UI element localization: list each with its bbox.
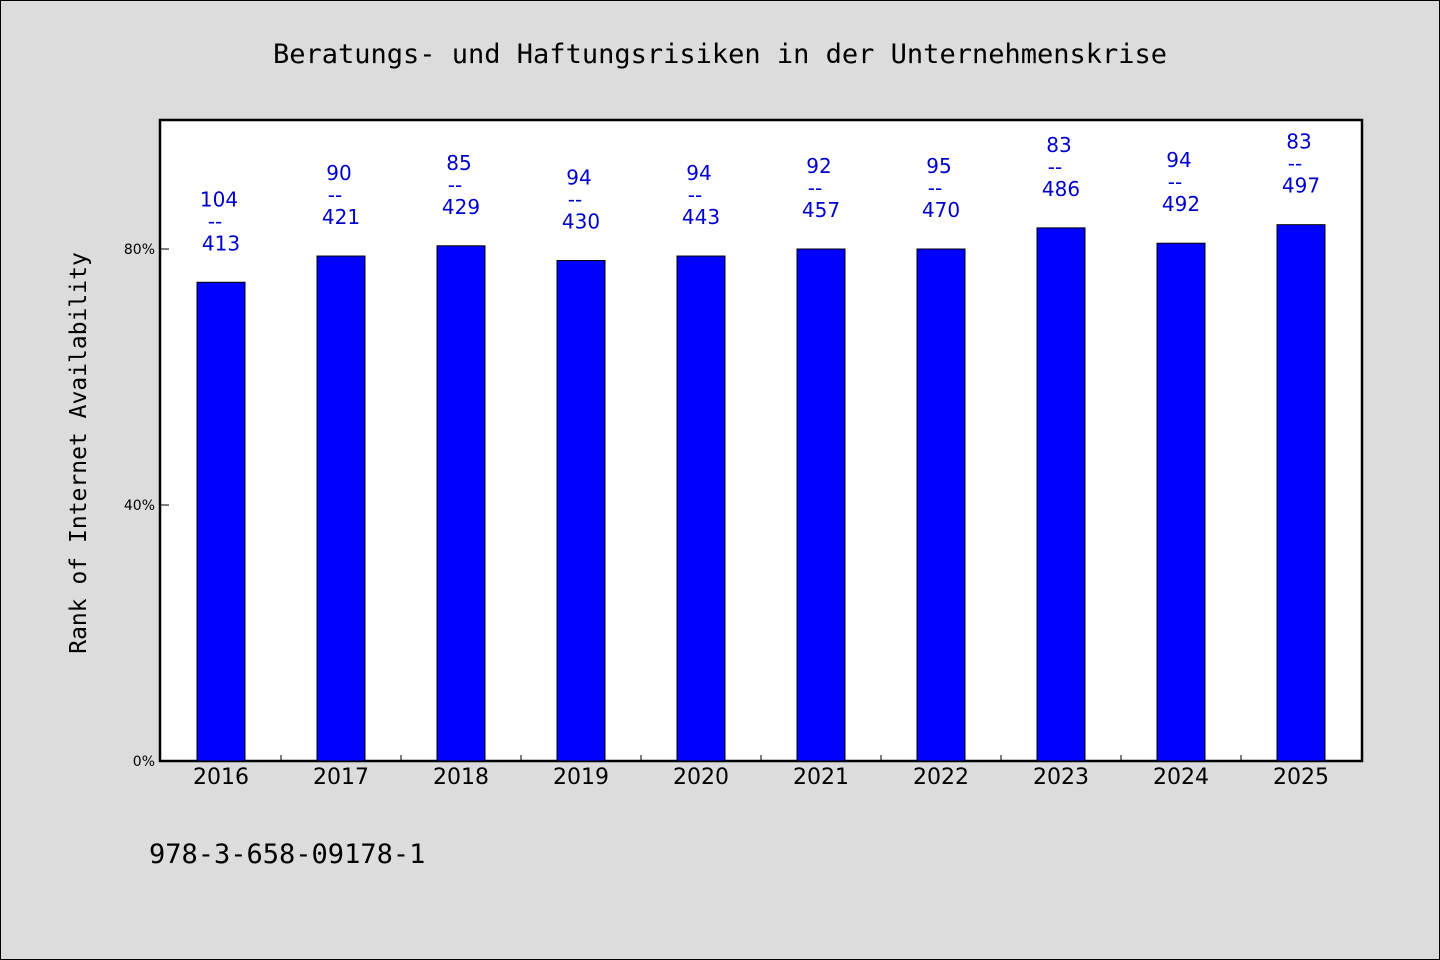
data-label-separator: -- (1288, 152, 1302, 176)
data-label-numerator: 94 (566, 166, 591, 190)
x-tick-label: 2020 (673, 765, 729, 790)
data-label-numerator: 90 (326, 161, 351, 185)
x-tick-label: 2021 (793, 765, 849, 790)
data-label-denominator: 457 (802, 198, 840, 222)
bar-2021 (796, 248, 846, 762)
data-label-separator: -- (448, 173, 462, 197)
data-label-denominator: 413 (202, 231, 240, 255)
x-tick-label: 2024 (1153, 765, 1209, 790)
data-label-separator: -- (688, 183, 702, 207)
bars-group (196, 224, 1326, 762)
bar-2025 (1276, 224, 1326, 762)
y-axis-label: Rank of Internet Availability (66, 252, 92, 654)
data-label-numerator: 94 (686, 161, 711, 185)
data-labels: 104--41390--42185--42994--43094--44392--… (200, 130, 1320, 256)
data-label-denominator: 421 (322, 205, 360, 229)
data-label-numerator: 85 (446, 151, 471, 175)
data-label-denominator: 492 (1162, 192, 1200, 216)
bar-2019 (556, 260, 606, 762)
bar-2016 (196, 281, 246, 762)
data-label-separator: -- (1048, 155, 1062, 179)
y-axis-ticks: 0% 40% 80% (124, 242, 169, 770)
data-label-separator: -- (808, 176, 822, 200)
x-tick-label: 2016 (193, 765, 249, 790)
bar-2020 (676, 255, 726, 762)
bar-2017 (316, 255, 366, 762)
data-label-numerator: 92 (806, 154, 831, 178)
data-label-denominator: 430 (562, 210, 600, 234)
x-tick-label: 2022 (913, 765, 969, 790)
data-label-numerator: 104 (200, 187, 238, 211)
data-label-denominator: 470 (922, 198, 960, 222)
bar-2018 (436, 245, 486, 762)
bar-2022 (916, 248, 966, 762)
data-label-numerator: 94 (1166, 148, 1191, 172)
data-label-denominator: 429 (442, 195, 480, 219)
x-tick-label: 2023 (1033, 765, 1089, 790)
x-axis-ticks: 2016 2017 2018 2019 2020 2021 2022 2023 2024 2025 (193, 755, 1329, 790)
bar-2023 (1036, 227, 1086, 762)
data-label-separator: -- (928, 176, 942, 200)
y-tick-label: 0% (133, 754, 155, 770)
y-tick-label: 80% (124, 242, 155, 258)
x-tick-label: 2019 (553, 765, 609, 790)
data-label-denominator: 443 (682, 205, 720, 229)
isbn-footnote: 978-3-658-09178-1 (149, 839, 425, 870)
data-label-separator: -- (208, 209, 222, 233)
data-label-denominator: 486 (1042, 177, 1080, 201)
data-label-separator: -- (568, 188, 582, 212)
x-tick-label: 2017 (313, 765, 369, 790)
data-label-separator: -- (328, 183, 342, 207)
data-label-denominator: 497 (1282, 174, 1320, 198)
y-tick-label: 40% (124, 498, 155, 514)
chart-title: Beratungs- und Haftungsrisiken in der Un… (273, 39, 1167, 70)
bar-2024 (1156, 242, 1206, 762)
x-tick-label: 2018 (433, 765, 489, 790)
x-tick-label: 2025 (1273, 765, 1329, 790)
data-label-numerator: 83 (1046, 133, 1071, 157)
data-label-separator: -- (1168, 170, 1182, 194)
data-label-numerator: 95 (926, 154, 951, 178)
data-label-numerator: 83 (1286, 130, 1311, 154)
